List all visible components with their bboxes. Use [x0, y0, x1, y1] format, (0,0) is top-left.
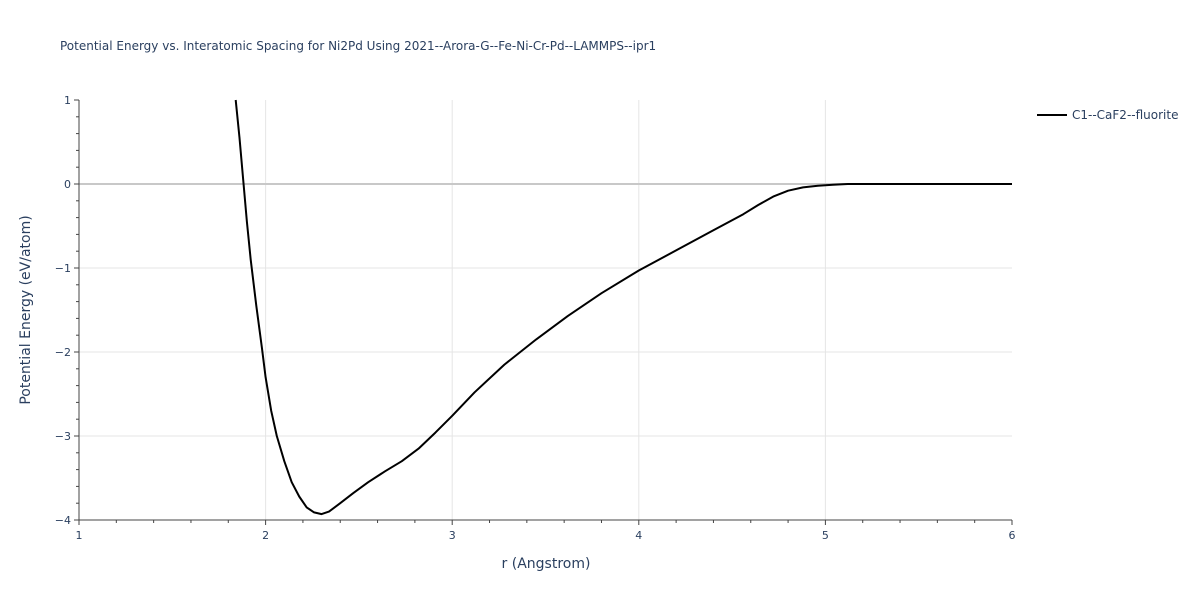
y-tick-label: 1	[64, 94, 71, 107]
x-tick-label: 3	[449, 529, 456, 542]
axes: 1 2 3 4 5 6 −4 −3 −2 −1 0 1	[55, 94, 1016, 542]
y-tick-label: −2	[55, 346, 71, 359]
y-axis-title: Potential Energy (eV/atom)	[18, 215, 34, 404]
y-tick-label: −3	[55, 430, 71, 443]
grid	[79, 100, 1012, 520]
y-tick-label: 0	[64, 178, 71, 191]
y-tick-label: −4	[55, 514, 71, 527]
series-line	[234, 99, 1012, 516]
y-tick-label: −1	[55, 262, 71, 275]
x-tick-label: 4	[635, 529, 642, 542]
x-tick-label: 5	[822, 529, 829, 542]
x-tick-label: 1	[76, 529, 83, 542]
x-tick-label: 2	[262, 529, 269, 542]
x-axis-title: r (Angstrom)	[502, 556, 591, 572]
chart-title: Potential Energy vs. Interatomic Spacing…	[60, 39, 656, 53]
legend[interactable]: C1--CaF2--fluorite	[1037, 108, 1178, 122]
legend-label: C1--CaF2--fluorite	[1072, 108, 1178, 122]
series-layer	[234, 99, 1012, 516]
x-tick-label: 6	[1009, 529, 1016, 542]
